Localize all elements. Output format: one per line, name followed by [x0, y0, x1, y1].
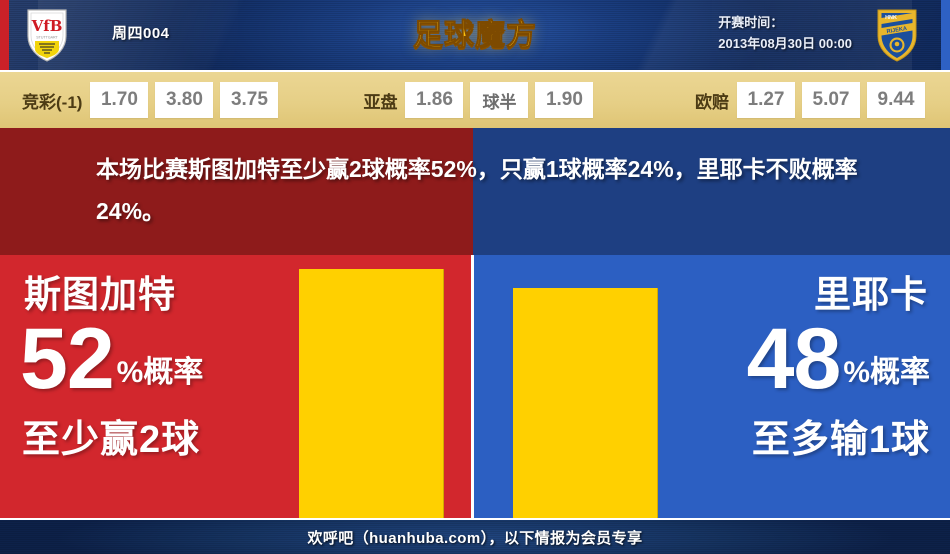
odds-label-jingcai: 竞彩(-1): [22, 92, 83, 112]
away-team-name: 里耶卡: [814, 274, 928, 315]
away-probability-suffix: %概率: [843, 356, 930, 389]
svg-text:HNK: HNK: [885, 15, 897, 21]
home-probability-number: 52: [20, 311, 115, 407]
odds-cell-asian-away[interactable]: 1.90: [535, 82, 594, 118]
odds-cell-jingcai-away[interactable]: 3.75: [220, 82, 279, 118]
odds-cell-asian-handicap[interactable]: 球半: [470, 82, 529, 118]
footer-bar: 欢呼吧（huanhuba.com），以下情报为会员专享: [0, 518, 950, 554]
vfb-stuttgart-crest-icon: VfB STUTTGART: [27, 9, 67, 62]
kickoff-label: 开赛时间：: [718, 15, 784, 30]
probability-chart: 斯图加特 52 %概率 至少赢2球 里耶卡 48 %概率 至多输1球: [0, 255, 950, 518]
site-brand-text: 足球魔方: [413, 19, 537, 53]
odds-label-asian: 亚盘: [363, 92, 398, 112]
odds-cell-european-away[interactable]: 9.44: [867, 82, 925, 118]
home-probability-bar: [299, 269, 444, 518]
match-header: VfB STUTTGART 周四004 足球魔方 开赛时间： 2013年08月3…: [0, 0, 950, 70]
footer-promo-text[interactable]: 欢呼吧（huanhuba.com），以下情报为会员专享: [307, 529, 643, 547]
home-probability-panel: 斯图加特 52 %概率 至少赢2球: [0, 255, 471, 518]
odds-group-asian: 亚盘 1.86 球半 1.90: [363, 82, 600, 118]
home-team-name: 斯图加特: [24, 274, 176, 315]
home-team-crest[interactable]: VfB STUTTGART: [16, 4, 78, 66]
away-probability-bar: [513, 288, 658, 518]
away-team-crest[interactable]: HNK RIJEKA: [866, 4, 928, 66]
header-diagonal-left: [38, 0, 238, 70]
home-probability-suffix: %概率: [116, 356, 204, 389]
summary-banner-text: 本场比赛斯图加特至少赢2球概率52%，只赢1球概率24%，里耶卡不败概率24%。: [96, 156, 858, 224]
svg-text:STUTTGART: STUTTGART: [36, 36, 58, 40]
site-brand-logo[interactable]: 足球魔方: [0, 10, 950, 54]
panel-divider: [471, 255, 474, 518]
summary-banner-left-bg: [0, 128, 473, 255]
svg-text:RIJEKA: RIJEKA: [886, 26, 907, 35]
odds-group-jingcai: 竞彩(-1) 1.70 3.80 3.75: [22, 82, 285, 118]
home-probability: 52 %概率: [20, 311, 203, 407]
odds-cell-jingcai-home[interactable]: 1.70: [90, 82, 149, 118]
header-edge-blue: [941, 0, 950, 70]
away-probability-panel: 里耶卡 48 %概率 至多输1球: [474, 255, 950, 518]
odds-cell-european-draw[interactable]: 5.07: [802, 82, 860, 118]
away-probability: 48 %概率: [747, 311, 930, 407]
away-outcome-label: 至多输1球: [751, 419, 930, 461]
odds-group-european: 欧赔 1.27 5.07 9.44: [695, 82, 932, 118]
odds-cell-jingcai-draw[interactable]: 3.80: [155, 82, 214, 118]
hnk-rijeka-crest-icon: HNK RIJEKA: [877, 9, 917, 62]
match-number: 周四004: [112, 25, 170, 42]
kickoff-time: 开赛时间： 2013年08月30日 00:00: [718, 12, 852, 54]
svg-text:VfB: VfB: [31, 17, 63, 35]
away-probability-number: 48: [746, 311, 842, 407]
odds-bar: 竞彩(-1) 1.70 3.80 3.75 亚盘 1.86 球半 1.90 欧赔…: [0, 70, 950, 128]
odds-cell-asian-home[interactable]: 1.86: [405, 82, 464, 118]
home-outcome-label: 至少赢2球: [22, 419, 201, 461]
summary-banner-right-bg: [473, 128, 950, 255]
odds-label-european: 欧赔: [695, 92, 729, 112]
kickoff-value: 2013年08月30日 00:00: [718, 36, 852, 51]
summary-banner: 本场比赛斯图加特至少赢2球概率52%，只赢1球概率24%，里耶卡不败概率24%。: [0, 128, 950, 255]
header-edge-red: [0, 0, 9, 70]
odds-cell-european-home[interactable]: 1.27: [737, 82, 795, 118]
